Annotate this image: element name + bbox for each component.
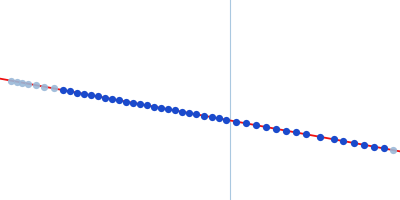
Point [95,95,101,98]
Point [193,113,199,116]
Point [233,120,239,123]
Point [351,141,357,145]
Point [317,135,323,138]
Point [371,145,377,148]
Point [263,125,269,129]
Point [361,143,367,146]
Point [273,127,279,130]
Point [216,117,222,120]
Point [74,91,80,94]
Point [81,92,87,96]
Point [102,96,108,99]
Point [165,108,171,111]
Point [116,99,122,102]
Point [179,110,185,113]
Point [88,94,94,97]
Point [331,138,337,141]
Point [172,109,178,112]
Point [33,84,39,87]
Point [137,102,143,106]
Point [158,106,164,110]
Point [340,139,346,143]
Point [223,118,229,121]
Point [25,82,31,85]
Point [253,124,259,127]
Point [123,100,129,103]
Point [186,111,192,115]
Point [67,90,73,93]
Point [51,87,57,90]
Point [14,80,20,83]
Point [209,116,215,119]
Point [19,81,26,84]
Point [8,79,14,82]
Point [201,114,207,117]
Point [41,85,47,88]
Point [381,147,387,150]
Point [144,104,150,107]
Point [303,133,309,136]
Point [109,97,115,101]
Point [60,89,66,92]
Point [293,131,299,134]
Point [151,105,157,108]
Point [390,149,396,152]
Point [130,101,136,104]
Point [243,122,249,125]
Point [283,129,289,132]
